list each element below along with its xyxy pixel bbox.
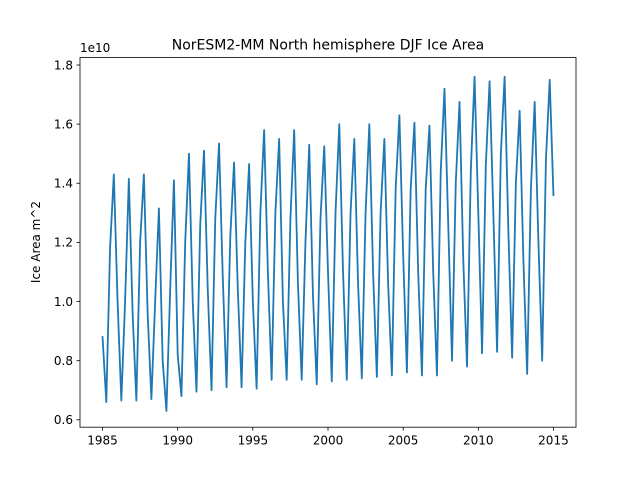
y-tick-label: 0.6 (54, 413, 73, 427)
y-ticks: 0.6 0.8 1.0 1.2 1.4 1.6 1.8 (54, 58, 80, 427)
y-tick-label: 1.2 (54, 236, 73, 250)
x-tick-label: 2015 (538, 434, 569, 448)
y-tick-label: 1.6 (54, 117, 73, 131)
x-tick-label: 1990 (162, 434, 193, 448)
y-tick-label: 1.8 (54, 58, 73, 72)
plot-frame (79, 57, 577, 428)
series-layer (101, 75, 555, 412)
y-tick-label: 1.4 (54, 177, 73, 191)
x-tick-label: 2000 (313, 434, 344, 448)
x-tick-label: 1995 (238, 434, 269, 448)
y-offset-label: 1e10 (80, 41, 110, 55)
y-tick-label: 1.0 (54, 295, 73, 309)
y-axis-label: Ice Area m^2 (29, 201, 43, 283)
x-tick-label: 2005 (388, 434, 419, 448)
x-tick-label: 1985 (87, 434, 118, 448)
chart-title: NorESM2-MM North hemisphere DJF Ice Area (172, 38, 485, 54)
y-tick-label: 0.8 (54, 354, 73, 368)
x-ticks: 1985 1990 1995 2000 2005 2010 2015 (87, 427, 569, 448)
x-tick-label: 2010 (463, 434, 494, 448)
series-line (101, 75, 555, 412)
